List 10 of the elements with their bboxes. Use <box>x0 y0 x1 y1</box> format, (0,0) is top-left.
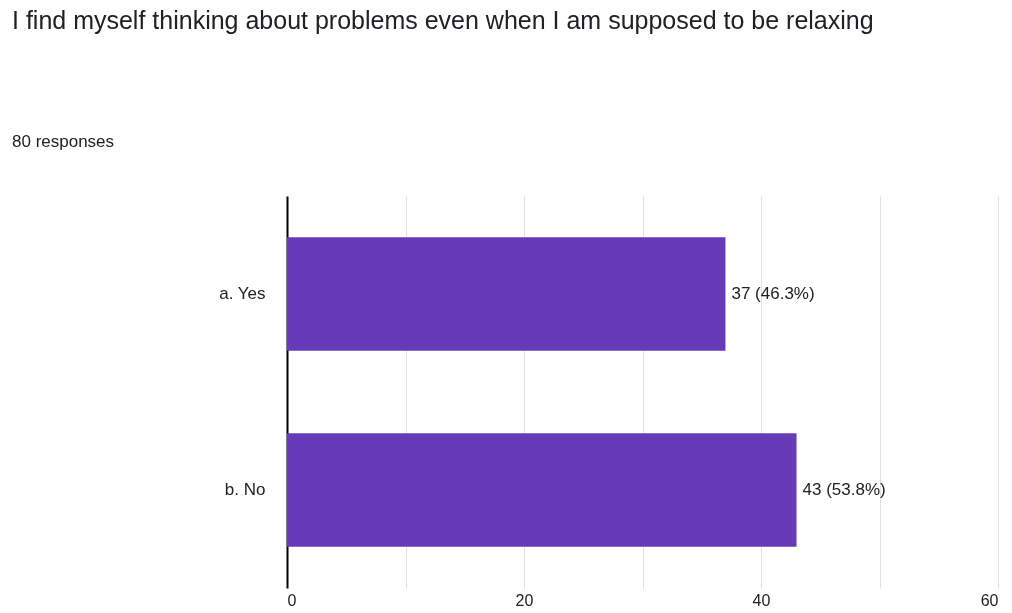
x-tick-label: 0 <box>287 591 297 609</box>
x-tick-label: 40 <box>752 591 771 609</box>
data-label: 37 (46.3%) <box>731 284 815 303</box>
x-tick-label: 60 <box>980 591 999 609</box>
y-tick-label: a. Yes <box>219 284 266 303</box>
data-label: 43 (53.8%) <box>802 480 886 499</box>
text: 80 responses <box>12 132 115 152</box>
y-tick-label: b. No <box>224 480 266 499</box>
x-tick-label: 20 <box>515 591 534 609</box>
chart-title: I find myself thinking about problems even when I am supposed to be relaxing <box>12 5 875 36</box>
